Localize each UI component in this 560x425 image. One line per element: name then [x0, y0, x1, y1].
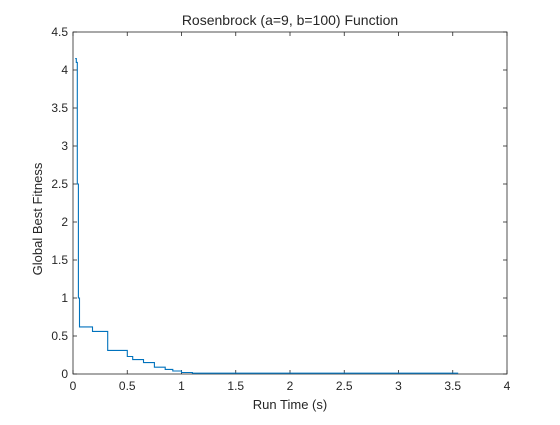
x-tick-label: 2: [287, 379, 294, 393]
fitness-series-line: [75, 58, 459, 374]
x-tick-label: 0: [70, 379, 77, 393]
x-tick-label: 3.5: [444, 379, 461, 393]
plot-area: 0 0.5 1 1.5 2 2.5 3 3.5 4 0 0.5 1 1.5 2 2.5 3 3.5 4 4.5: [51, 25, 510, 393]
y-tick-label: 0.5: [51, 329, 68, 343]
y-tick-label: 4.5: [51, 25, 68, 39]
y-tick-label: 2.5: [51, 177, 68, 191]
x-tick-label: 4: [504, 379, 511, 393]
y-tick-label: 3: [61, 139, 68, 153]
x-tick-label: 1.5: [227, 379, 244, 393]
y-tick-label: 1.5: [51, 253, 68, 267]
x-tick-label: 1: [178, 379, 185, 393]
x-tick-label: 0.5: [119, 379, 136, 393]
y-tick-label: 3.5: [51, 101, 68, 115]
y-tick-label: 4: [61, 63, 68, 77]
y-axis-title: Global Best Fitness: [30, 162, 45, 275]
y-tick-label: 0: [61, 367, 68, 381]
x-tick-label: 3: [395, 379, 402, 393]
chart-title: Rosenbrock (a=9, b=100) Function: [182, 12, 398, 28]
y-tick-label: 1: [61, 291, 68, 305]
x-tick-label: 2.5: [336, 379, 353, 393]
y-tick-label: 2: [61, 215, 68, 229]
x-axis-title: Run Time (s): [253, 397, 327, 412]
